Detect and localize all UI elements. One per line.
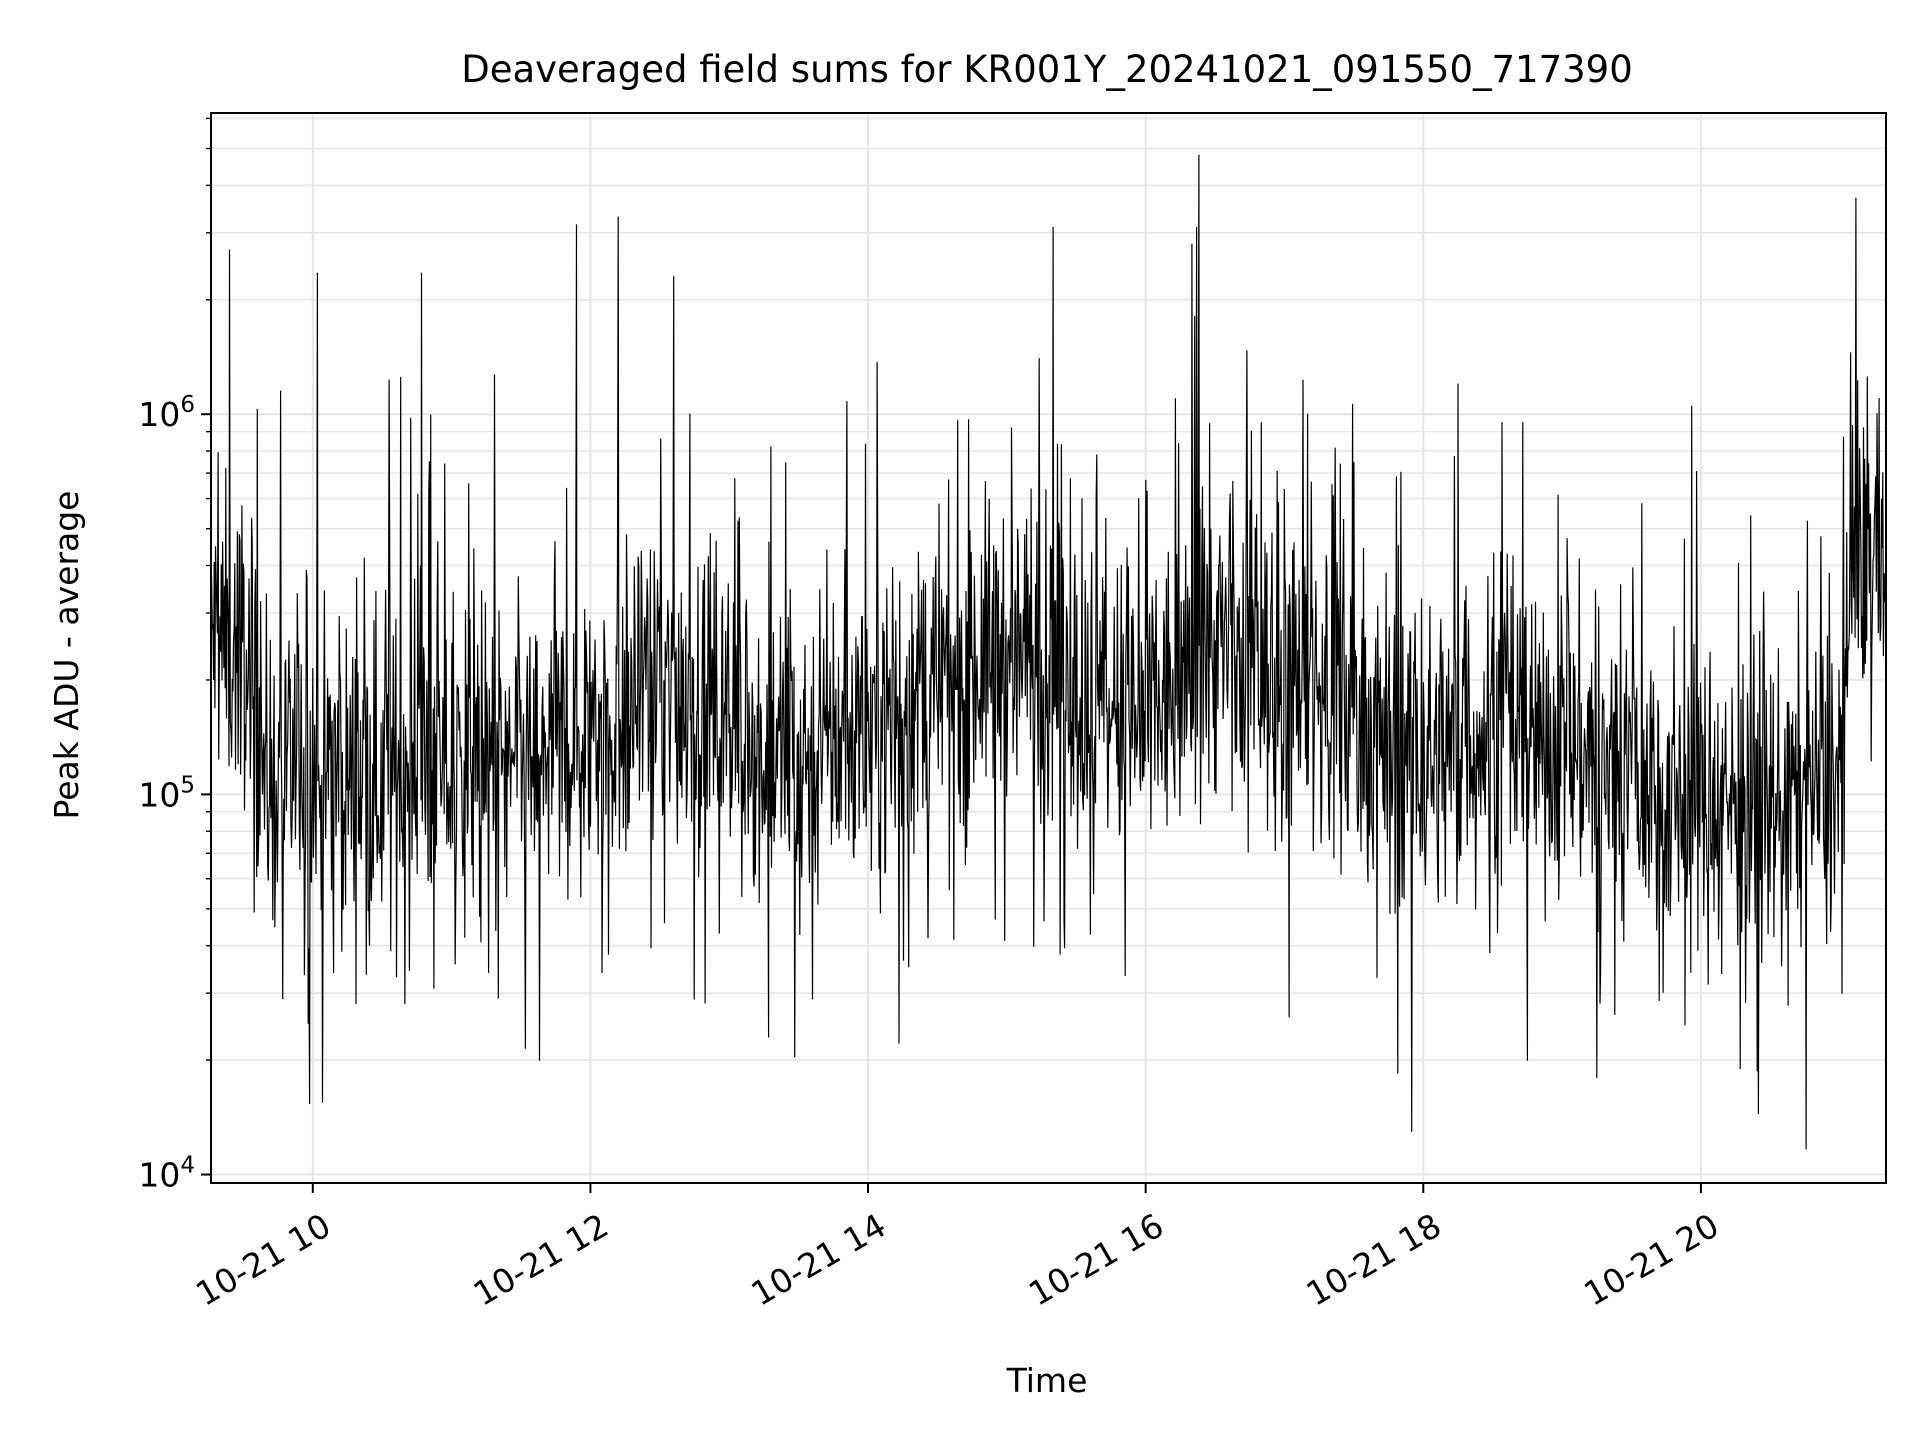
dip-point	[1526, 1059, 1529, 1061]
dip-point	[811, 998, 814, 1000]
x-axis-title: Time	[1006, 1361, 1088, 1400]
spike-point	[1191, 243, 1193, 245]
spike-point	[770, 446, 772, 448]
dip-point	[1288, 1016, 1290, 1018]
spike-point	[228, 249, 231, 251]
dip-point	[333, 971, 335, 974]
spike-point	[256, 408, 258, 410]
spike-point	[444, 463, 446, 465]
spike-point	[1307, 413, 1309, 415]
spike-point	[1198, 154, 1200, 156]
spike-point	[1195, 226, 1198, 229]
plot-frame	[210, 112, 1887, 1184]
spike-point	[420, 272, 423, 274]
dip-point	[1841, 992, 1843, 994]
y-tick-exponent: 6	[180, 392, 195, 418]
spike-point	[1878, 397, 1880, 400]
dip-point	[538, 1059, 541, 1061]
spike-point	[388, 379, 390, 381]
spike-point	[1855, 197, 1857, 199]
dip-point	[1596, 1076, 1598, 1079]
y-axis-title: Peak ADU - average	[47, 491, 86, 820]
spike-point	[575, 224, 578, 226]
dip-point	[1739, 1067, 1741, 1070]
y-tick-exponent: 4	[180, 1153, 195, 1179]
dip-point	[307, 1022, 309, 1024]
y-tick-label: 106	[138, 392, 195, 434]
spike-point	[1260, 422, 1262, 424]
dip-point	[1397, 1072, 1399, 1074]
spike-point	[1302, 379, 1304, 381]
series-path	[210, 155, 1887, 1150]
spike-point	[617, 216, 619, 218]
y-tick-base: 10	[138, 395, 180, 434]
dip-point	[1376, 976, 1378, 979]
chart-title: Deaveraged field sums for KR001Y_2024102…	[461, 48, 1633, 91]
spike-point	[1522, 422, 1524, 424]
dip-point	[994, 918, 996, 920]
series-line	[210, 154, 1887, 1150]
dip-point	[1059, 953, 1061, 955]
spike-point	[400, 376, 402, 378]
spike-point	[1501, 422, 1503, 424]
dip-point	[282, 998, 284, 1000]
spike-point	[1457, 383, 1459, 385]
spike-point	[673, 276, 675, 278]
y-tick-label: 104	[138, 1153, 195, 1195]
spike-point	[316, 272, 319, 274]
spike-point	[1691, 405, 1693, 407]
spike-point	[689, 413, 691, 415]
y-tick-label: 105	[138, 772, 195, 814]
y-tick-exponent: 5	[180, 772, 195, 798]
dip-point	[767, 1036, 770, 1038]
dip-point	[488, 971, 490, 974]
spike-point	[1038, 358, 1040, 360]
spike-point	[1052, 226, 1054, 229]
dip-point	[1411, 1130, 1413, 1132]
y-tick-base: 10	[138, 1156, 180, 1195]
spike-point	[1010, 427, 1013, 429]
dip-point	[601, 971, 603, 974]
y-tick-base: 10	[138, 775, 180, 814]
